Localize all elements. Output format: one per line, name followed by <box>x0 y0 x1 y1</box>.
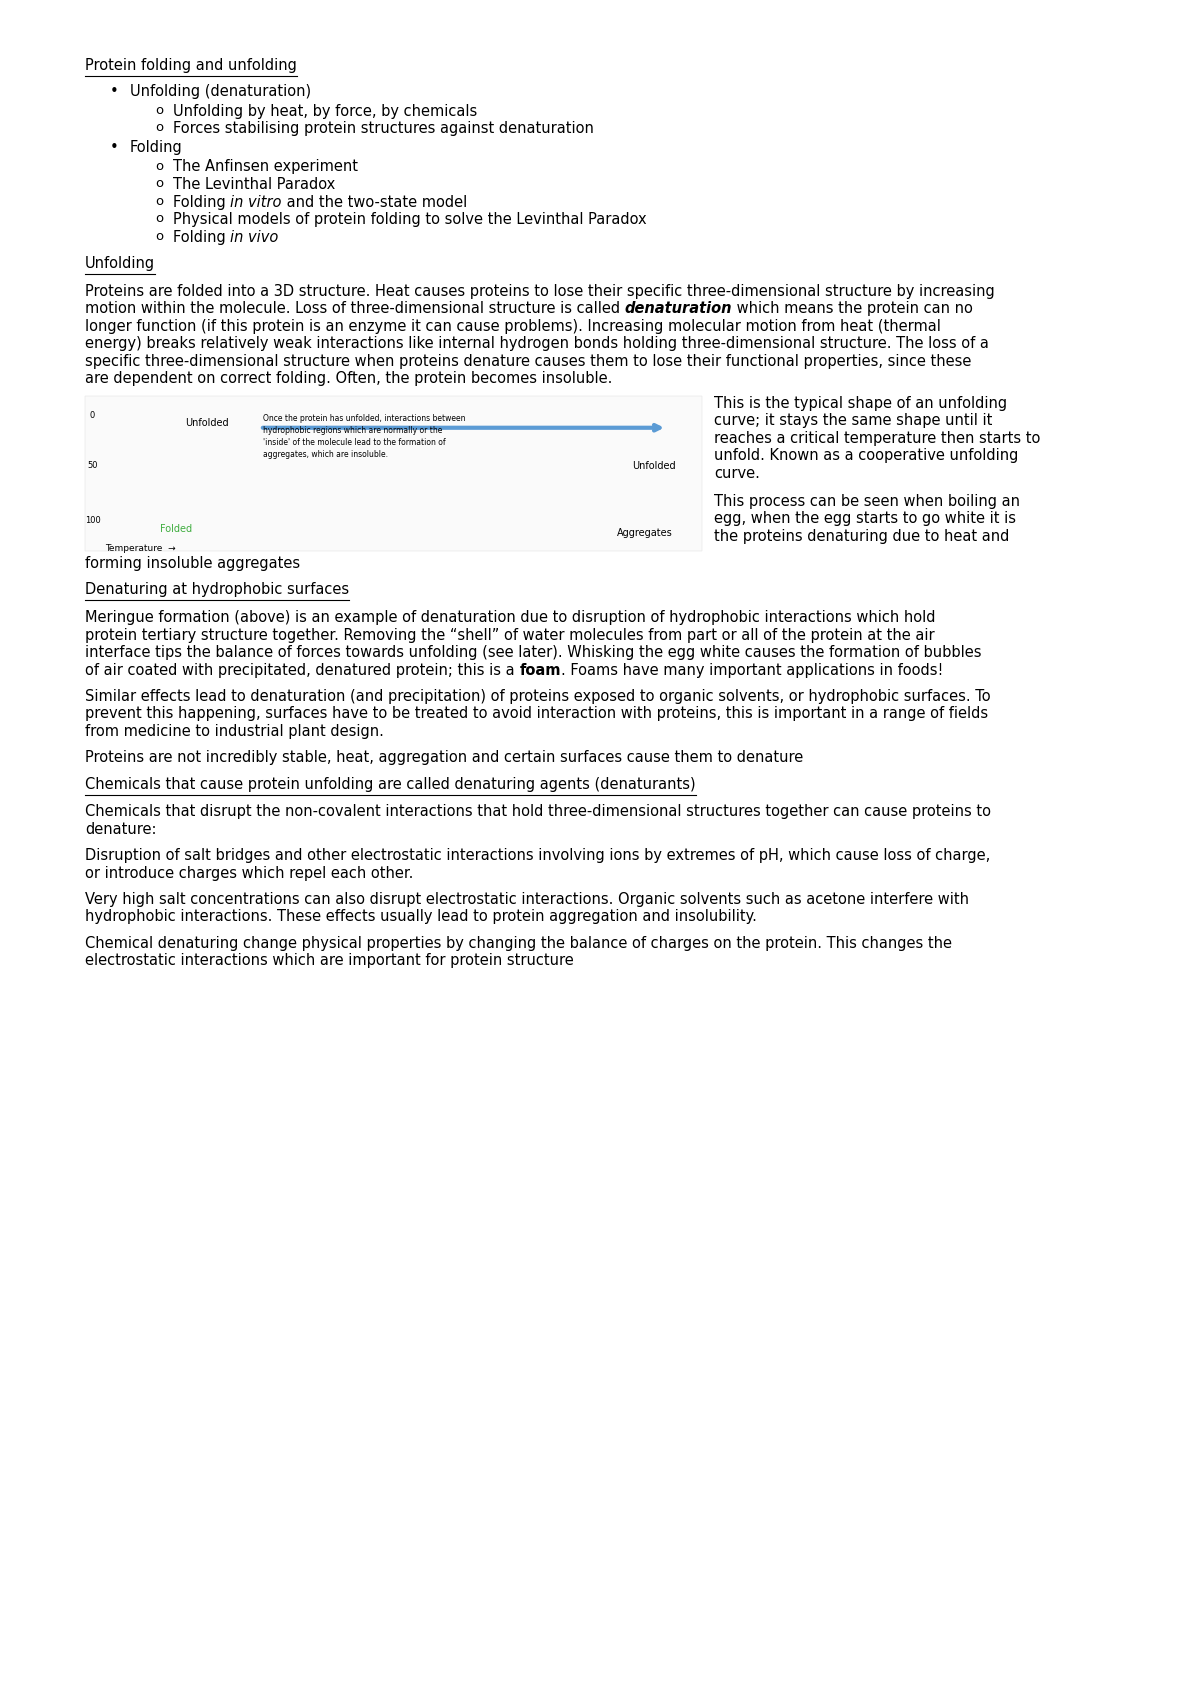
Text: Unfolding by heat, by force, by chemicals: Unfolding by heat, by force, by chemical… <box>173 104 478 119</box>
Text: o: o <box>155 195 163 207</box>
Text: Folding: Folding <box>173 229 230 245</box>
Text: Disruption of salt bridges and other electrostatic interactions involving ions b: Disruption of salt bridges and other ele… <box>85 849 990 863</box>
Text: prevent this happening, surfaces have to be treated to avoid interaction with pr: prevent this happening, surfaces have to… <box>85 706 988 722</box>
Text: Physical models of protein folding to solve the Levinthal Paradox: Physical models of protein folding to so… <box>173 212 647 228</box>
Text: from medicine to industrial plant design.: from medicine to industrial plant design… <box>85 723 384 739</box>
Text: protein tertiary structure together. Removing the “shell” of water molecules fro: protein tertiary structure together. Rem… <box>85 628 935 644</box>
Text: Forces stabilising protein structures against denaturation: Forces stabilising protein structures ag… <box>173 121 594 136</box>
Text: Meringue formation (above) is an example of denaturation due to disruption of hy: Meringue formation (above) is an example… <box>85 610 936 625</box>
Text: o: o <box>155 104 163 117</box>
Text: curve; it stays the same shape until it: curve; it stays the same shape until it <box>714 413 992 428</box>
Text: . Foams have many important applications in foods!: . Foams have many important applications… <box>560 662 943 678</box>
Text: denaturation: denaturation <box>625 301 732 316</box>
Text: aggregates, which are insoluble.: aggregates, which are insoluble. <box>263 450 388 458</box>
Text: o: o <box>155 160 163 173</box>
Text: hydrophobic regions which are normally or the: hydrophobic regions which are normally o… <box>263 426 443 435</box>
Text: Very high salt concentrations can also disrupt electrostatic interactions. Organ: Very high salt concentrations can also d… <box>85 891 970 907</box>
Text: •: • <box>110 141 119 155</box>
Text: 100: 100 <box>85 516 101 525</box>
Text: This process can be seen when boiling an: This process can be seen when boiling an <box>714 494 1020 509</box>
Text: Chemicals that disrupt the non-covalent interactions that hold three-dimensional: Chemicals that disrupt the non-covalent … <box>85 805 991 820</box>
Text: forming insoluble aggregates: forming insoluble aggregates <box>85 555 300 571</box>
Text: Unfolded: Unfolded <box>632 460 676 470</box>
Text: Chemical denaturing change physical properties by changing the balance of charge: Chemical denaturing change physical prop… <box>85 936 952 951</box>
Text: curve.: curve. <box>714 465 760 481</box>
Text: in vivo: in vivo <box>230 229 278 245</box>
Text: The Levinthal Paradox: The Levinthal Paradox <box>173 177 335 192</box>
Text: o: o <box>155 229 163 243</box>
Text: hydrophobic interactions. These effects usually lead to protein aggregation and : hydrophobic interactions. These effects … <box>85 910 757 924</box>
Text: 50: 50 <box>88 460 97 470</box>
Text: energy) breaks relatively weak interactions like internal hydrogen bonds holding: energy) breaks relatively weak interacti… <box>85 336 989 351</box>
Text: egg, when the egg starts to go white it is: egg, when the egg starts to go white it … <box>714 511 1016 526</box>
Text: Protein folding and unfolding: Protein folding and unfolding <box>85 58 296 73</box>
Text: Unfolding (denaturation): Unfolding (denaturation) <box>130 85 311 98</box>
Text: Proteins are not incredibly stable, heat, aggregation and certain surfaces cause: Proteins are not incredibly stable, heat… <box>85 751 803 766</box>
Text: 'inside' of the molecule lead to the formation of: 'inside' of the molecule lead to the for… <box>263 438 445 447</box>
Text: of air coated with precipitated, denatured protein; this is a: of air coated with precipitated, denatur… <box>85 662 520 678</box>
FancyBboxPatch shape <box>85 396 702 550</box>
Text: 0: 0 <box>90 411 95 419</box>
Text: specific three-dimensional structure when proteins denature causes them to lose : specific three-dimensional structure whe… <box>85 353 971 368</box>
Text: electrostatic interactions which are important for protein structure: electrostatic interactions which are imp… <box>85 953 574 968</box>
Text: longer function (if this protein is an enzyme it can cause problems). Increasing: longer function (if this protein is an e… <box>85 319 941 335</box>
Text: or introduce charges which repel each other.: or introduce charges which repel each ot… <box>85 866 413 881</box>
Text: Proteins are folded into a 3D structure. Heat causes proteins to lose their spec: Proteins are folded into a 3D structure.… <box>85 284 995 299</box>
Text: Denaturing at hydrophobic surfaces: Denaturing at hydrophobic surfaces <box>85 582 349 598</box>
Text: unfold. Known as a cooperative unfolding: unfold. Known as a cooperative unfolding <box>714 448 1019 464</box>
Text: motion within the molecule. Loss of three-dimensional structure is called: motion within the molecule. Loss of thre… <box>85 301 625 316</box>
Text: o: o <box>155 212 163 226</box>
Text: Folding: Folding <box>173 195 230 209</box>
Text: Once the protein has unfolded, interactions between: Once the protein has unfolded, interacti… <box>263 414 466 423</box>
Text: reaches a critical temperature then starts to: reaches a critical temperature then star… <box>714 431 1040 447</box>
Text: The Anfinsen experiment: The Anfinsen experiment <box>173 160 358 175</box>
Text: which means the protein can no: which means the protein can no <box>732 301 973 316</box>
Text: Unfolding: Unfolding <box>85 256 155 270</box>
Text: Folded: Folded <box>160 523 192 533</box>
Text: Unfolded: Unfolded <box>185 418 229 428</box>
Text: Similar effects lead to denaturation (and precipitation) of proteins exposed to : Similar effects lead to denaturation (an… <box>85 689 991 705</box>
Text: are dependent on correct folding. Often, the protein becomes insoluble.: are dependent on correct folding. Often,… <box>85 372 612 385</box>
Text: This is the typical shape of an unfolding: This is the typical shape of an unfoldin… <box>714 396 1007 411</box>
Text: Aggregates: Aggregates <box>617 528 673 538</box>
Text: foam: foam <box>520 662 560 678</box>
Text: Folding: Folding <box>130 141 182 155</box>
Text: o: o <box>155 177 163 190</box>
Text: Temperature  →: Temperature → <box>106 543 175 554</box>
Text: and the two-state model: and the two-state model <box>282 195 467 209</box>
Text: in vitro: in vitro <box>230 195 282 209</box>
Text: the proteins denaturing due to heat and: the proteins denaturing due to heat and <box>714 528 1009 543</box>
Text: •: • <box>110 85 119 98</box>
Text: Chemicals that cause protein unfolding are called denaturing agents (denaturants: Chemicals that cause protein unfolding a… <box>85 776 696 791</box>
Text: denature:: denature: <box>85 822 156 837</box>
Text: o: o <box>155 121 163 134</box>
Text: interface tips the balance of forces towards unfolding (see later). Whisking the: interface tips the balance of forces tow… <box>85 645 982 661</box>
